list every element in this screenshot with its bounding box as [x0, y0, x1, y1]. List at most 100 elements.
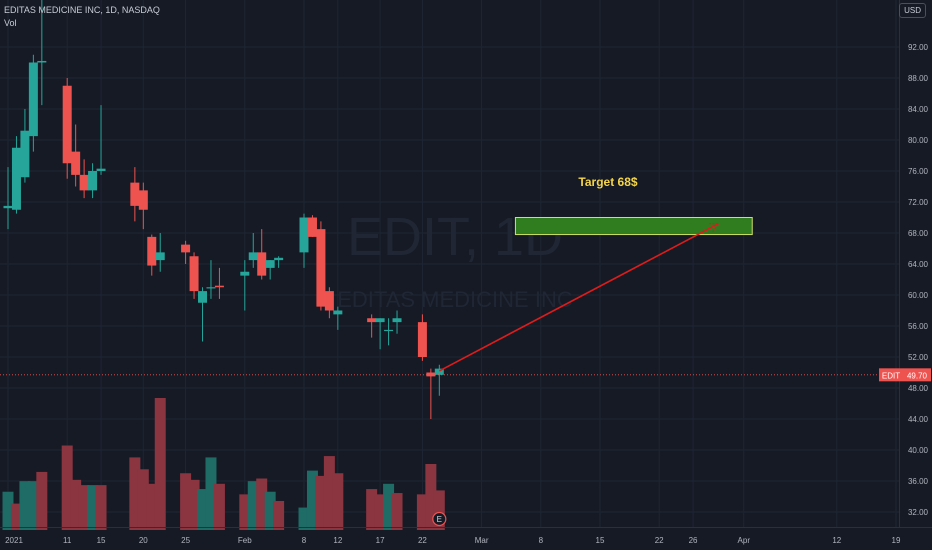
- volume-bar: [273, 500, 285, 530]
- price-tick-label: 44.00: [908, 415, 929, 424]
- candle-body: [265, 260, 275, 268]
- volume-label: Vol: [4, 18, 17, 28]
- time-tick-label: 8: [302, 536, 307, 545]
- candle-body: [384, 329, 394, 332]
- volume-bar: [323, 456, 335, 530]
- price-tick-label: 80.00: [908, 136, 929, 145]
- chart-title: EDITAS MEDICINE INC, 1D, NASDAQ: [4, 5, 160, 15]
- volume-bar: [180, 473, 192, 530]
- earnings-icon[interactable]: [432, 511, 447, 527]
- volume-bar: [129, 457, 141, 530]
- volume-bar: [95, 485, 107, 530]
- volume-bar: [197, 489, 209, 530]
- candle-body: [417, 322, 427, 357]
- currency-button[interactable]: USD: [899, 3, 926, 18]
- time-tick-label: Apr: [738, 536, 751, 545]
- volume-bar: [154, 398, 166, 530]
- watermark: EDIT, 1D EDITAS MEDICINE INC: [337, 207, 573, 312]
- price-tick-label: 92.00: [908, 43, 929, 52]
- volume-bar: [27, 481, 39, 530]
- price-axis[interactable]: 32.00 36.00 40.00 44.00 48.00 52.00 56.00 60.00…: [899, 0, 929, 527]
- volume-bar: [19, 481, 31, 530]
- candle-body: [324, 291, 334, 311]
- candlesticks: [3, 0, 444, 419]
- candle-body: [130, 182, 140, 206]
- last-price-symbol: EDIT: [882, 371, 900, 380]
- volume-bar: [87, 485, 99, 530]
- candle-body: [138, 190, 148, 210]
- volume-bar: [2, 491, 14, 530]
- volume-bar: [425, 464, 437, 530]
- time-tick-label: 15: [596, 536, 605, 545]
- candle-body: [88, 171, 98, 191]
- price-tick-label: 88.00: [908, 74, 929, 83]
- last-price-tag: EDIT 49.70: [879, 368, 931, 382]
- candle-body: [248, 252, 258, 261]
- volume-bar: [374, 494, 386, 530]
- target-arrow[interactable]: [438, 222, 719, 372]
- volume-bar: [188, 479, 200, 530]
- last-price-value: 49.70: [907, 371, 928, 380]
- candle-body: [79, 174, 89, 191]
- time-tick-label: 22: [655, 536, 664, 545]
- candle-body: [71, 151, 81, 175]
- target-annotation[interactable]: Target 68$: [438, 175, 753, 372]
- time-tick-label: Mar: [475, 536, 489, 545]
- volume-bar: [61, 445, 73, 530]
- volume-bar: [78, 485, 90, 530]
- candle-body: [62, 85, 72, 164]
- volume-bars: [2, 398, 445, 530]
- watermark-name: EDITAS MEDICINE INC: [337, 287, 573, 312]
- volume-bar: [433, 490, 445, 530]
- price-tick-label: 36.00: [908, 477, 929, 486]
- candle-body: [147, 236, 157, 266]
- volume-bar: [391, 493, 403, 530]
- volume-bar: [306, 470, 318, 530]
- time-tick-label: 8: [539, 536, 544, 545]
- candle-body: [299, 217, 309, 253]
- price-tick-label: 68.00: [908, 229, 929, 238]
- grid-lines: [0, 0, 899, 527]
- volume-bar: [247, 481, 259, 530]
- candle-body: [426, 372, 436, 377]
- target-zone[interactable]: [514, 217, 753, 236]
- price-tick-label: 56.00: [908, 322, 929, 331]
- time-tick-label: 11: [63, 536, 72, 545]
- price-tick-label: 48.00: [908, 384, 929, 393]
- volume-bar: [146, 483, 158, 530]
- candle-body: [316, 229, 326, 307]
- candle-body: [307, 217, 317, 237]
- candle-body: [96, 168, 106, 171]
- volume-bar: [137, 469, 149, 530]
- price-tick-label: 84.00: [908, 105, 929, 114]
- volume-bar: [205, 457, 217, 530]
- time-tick-label: 25: [181, 536, 190, 545]
- time-tick-label: 2021: [5, 536, 23, 545]
- candle-body: [198, 291, 208, 303]
- earnings-marker[interactable]: E: [432, 511, 447, 527]
- target-label: Target 68$: [578, 175, 637, 189]
- price-tick-label: 76.00: [908, 167, 929, 176]
- candle-body: [20, 130, 30, 178]
- candle-body: [181, 244, 191, 253]
- volume-bar: [213, 483, 225, 530]
- time-axis[interactable]: 2021 11 15 20 25 Feb 8 12 17 22 Mar 8 15 22 26 Apr 12 19: [0, 527, 932, 546]
- time-tick-label: 17: [376, 536, 385, 545]
- candle-body: [257, 252, 267, 276]
- candle-body: [214, 285, 224, 288]
- time-tick-label: 19: [892, 536, 901, 545]
- time-tick-label: 26: [689, 536, 698, 545]
- volume-bar: [36, 471, 48, 530]
- watermark-symbol: EDIT, 1D: [347, 207, 563, 267]
- candle-body: [392, 318, 402, 323]
- volume-bar: [256, 478, 268, 530]
- price-tick-label: 40.00: [908, 446, 929, 455]
- price-tick-label: 52.00: [908, 353, 929, 362]
- candle-body: [11, 147, 21, 210]
- volume-bar: [383, 483, 395, 530]
- price-tick-label: 32.00: [908, 508, 929, 517]
- candle-body: [189, 256, 199, 292]
- candle-body: [367, 318, 377, 323]
- candle-body: [434, 368, 444, 375]
